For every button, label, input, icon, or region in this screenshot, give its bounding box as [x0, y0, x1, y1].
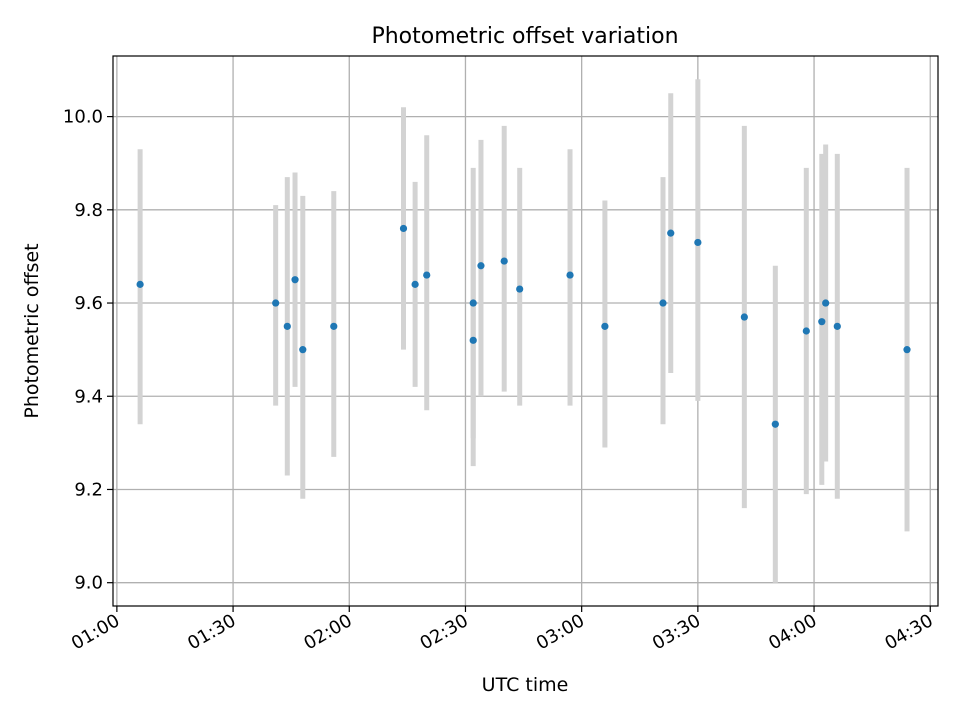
x-tick-label: 02:30 [417, 610, 472, 654]
y-axis-ticks: 9.0 9.2 9.4 9.6 9.8 10.0 [63, 107, 113, 594]
data-point [330, 322, 338, 330]
data-point [771, 420, 779, 428]
data-point [802, 327, 810, 335]
x-tick-label: 01:00 [68, 610, 123, 654]
chart-title: Photometric offset variation [371, 24, 678, 49]
data-point [659, 299, 667, 307]
x-tick-label: 02:00 [300, 610, 355, 654]
data-point [500, 257, 508, 265]
x-tick-label: 04:30 [881, 610, 936, 654]
y-tick-label: 9.0 [74, 573, 103, 594]
data-point [667, 229, 675, 237]
x-tick-label: 01:30 [184, 610, 239, 654]
data-point [469, 336, 477, 344]
data-points [136, 224, 911, 428]
x-tick-label: 04:00 [765, 610, 820, 654]
data-point [299, 346, 307, 354]
data-point [740, 313, 748, 321]
x-axis-label: UTC time [482, 674, 569, 696]
x-axis-ticks: 01:00 01:30 02:00 02:30 03:00 03:30 04:00 04:30 [68, 606, 937, 654]
data-point [601, 322, 609, 330]
data-point [411, 280, 419, 288]
data-point [469, 299, 477, 307]
grid [113, 56, 938, 606]
data-point [822, 299, 830, 307]
data-point [477, 262, 485, 270]
y-tick-label: 9.4 [74, 386, 103, 407]
plot-frame [112, 55, 939, 607]
data-point [136, 280, 144, 288]
x-tick-label: 03:30 [649, 610, 704, 654]
data-point [291, 276, 299, 284]
data-point [566, 271, 574, 279]
y-tick-label: 10.0 [63, 107, 103, 128]
y-tick-label: 9.6 [74, 293, 103, 314]
data-point [818, 318, 826, 326]
data-point [694, 238, 702, 247]
data-point [423, 271, 431, 279]
data-point [283, 322, 291, 330]
data-point [399, 224, 408, 233]
x-tick-label: 03:00 [533, 610, 588, 654]
data-point [516, 285, 524, 293]
data-point [903, 346, 911, 354]
y-tick-label: 9.2 [74, 479, 103, 500]
data-point [833, 322, 841, 330]
error-bars [137, 79, 910, 583]
data-point [272, 299, 280, 307]
y-axis-label: Photometric offset [21, 243, 43, 418]
y-tick-label: 9.8 [74, 200, 103, 221]
